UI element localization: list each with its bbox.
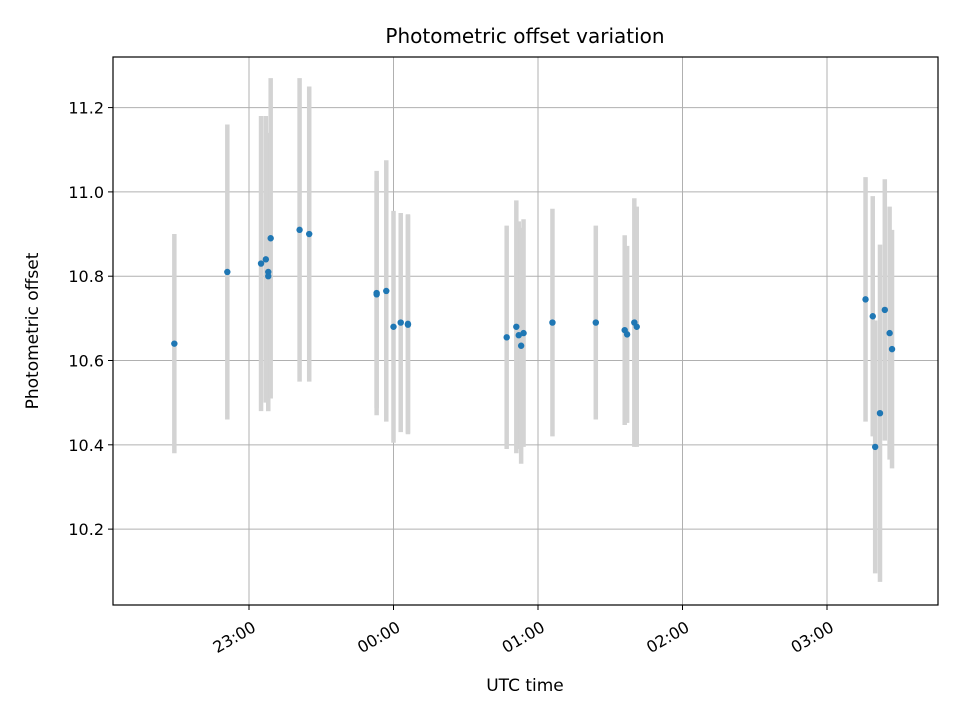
data-point [592,319,599,326]
y-axis-title: Photometric offset [23,252,43,409]
data-point [876,410,884,417]
y-tick-label: 10.4 [68,436,104,455]
data-point [306,230,313,238]
data-point [513,323,520,330]
data-point [262,256,270,263]
data-point [871,443,879,451]
y-tick-label: 10.2 [68,520,104,539]
data-point [886,329,893,337]
data-point [265,273,272,280]
data-point [383,287,390,295]
chart-title: Photometric offset variation [385,24,664,48]
data-point [881,306,888,314]
data-point [267,235,274,242]
data-point [373,291,380,298]
data-point [224,268,231,276]
x-axis-title: UTC time [486,676,564,696]
data-point [404,321,412,328]
data-point [862,296,869,303]
data-point [503,334,510,341]
data-point [888,345,896,353]
y-tick-label: 10.6 [68,352,104,371]
data-point [171,340,178,347]
data-points [171,226,896,451]
data-point [520,329,527,337]
data-point [390,323,397,330]
data-point [296,226,303,234]
y-tick-label: 10.8 [68,267,104,286]
y-tick-label: 11.0 [68,183,104,202]
data-point [633,323,640,330]
plot-frame [112,56,939,606]
data-point [515,332,522,339]
data-point [623,331,631,338]
data-point [517,342,525,349]
data-point [869,313,876,320]
data-point [257,260,265,267]
data-point [397,319,404,326]
y-tick-label: 11.2 [68,99,104,118]
data-point [549,319,556,326]
